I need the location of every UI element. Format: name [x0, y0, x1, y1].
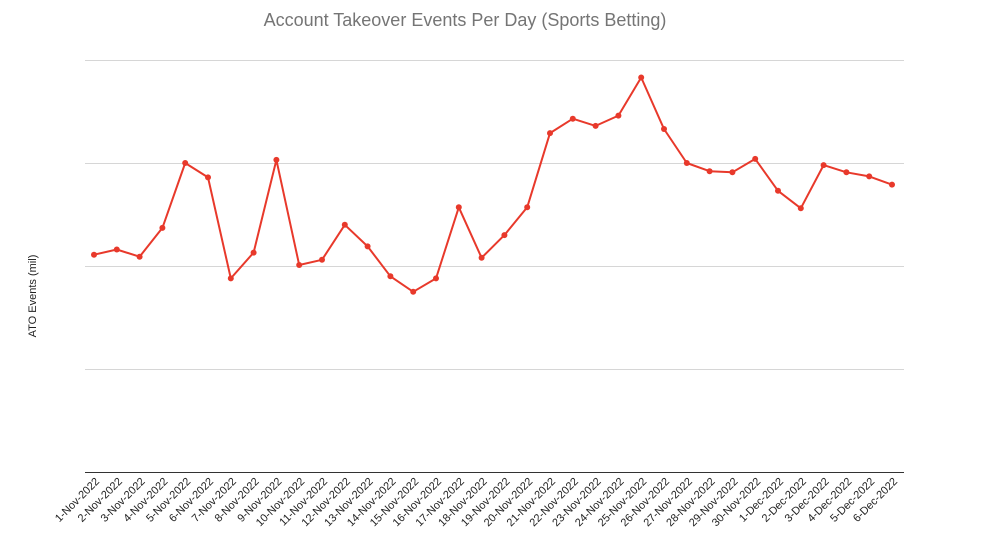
data-point [547, 130, 553, 137]
data-point [205, 174, 211, 181]
data-point [615, 112, 622, 119]
data-point [296, 262, 303, 268]
y-axis-label: ATO Events (mil) [27, 254, 39, 338]
data-point [797, 205, 804, 212]
data-point [136, 253, 143, 260]
data-point [455, 204, 462, 211]
data-point [866, 173, 873, 180]
data-point [227, 275, 234, 282]
data-point [433, 275, 439, 282]
data-point [364, 243, 371, 250]
data-point [478, 254, 485, 261]
chart-title: Account Takeover Events Per Day (Sports … [263, 10, 667, 30]
data-point [182, 160, 189, 166]
data-point [91, 251, 97, 258]
data-point [706, 168, 713, 175]
data-point [843, 169, 850, 176]
data-point [638, 74, 645, 81]
data-point [341, 221, 348, 228]
data-point [569, 115, 576, 122]
data-point [889, 181, 895, 188]
data-point [387, 273, 394, 280]
data-point [592, 122, 599, 129]
data-point [661, 126, 667, 132]
series-line [93, 76, 893, 293]
data-point [775, 187, 781, 194]
data-point [410, 288, 417, 295]
data-point [752, 155, 759, 162]
data-point [319, 256, 325, 263]
data-point [273, 156, 280, 163]
data-point [250, 249, 257, 256]
data-point [501, 232, 508, 239]
data-point [113, 246, 120, 253]
data-point [683, 160, 690, 166]
data-point [729, 169, 736, 176]
data-point [159, 224, 166, 231]
data-point [820, 162, 827, 169]
data-point [524, 204, 531, 211]
